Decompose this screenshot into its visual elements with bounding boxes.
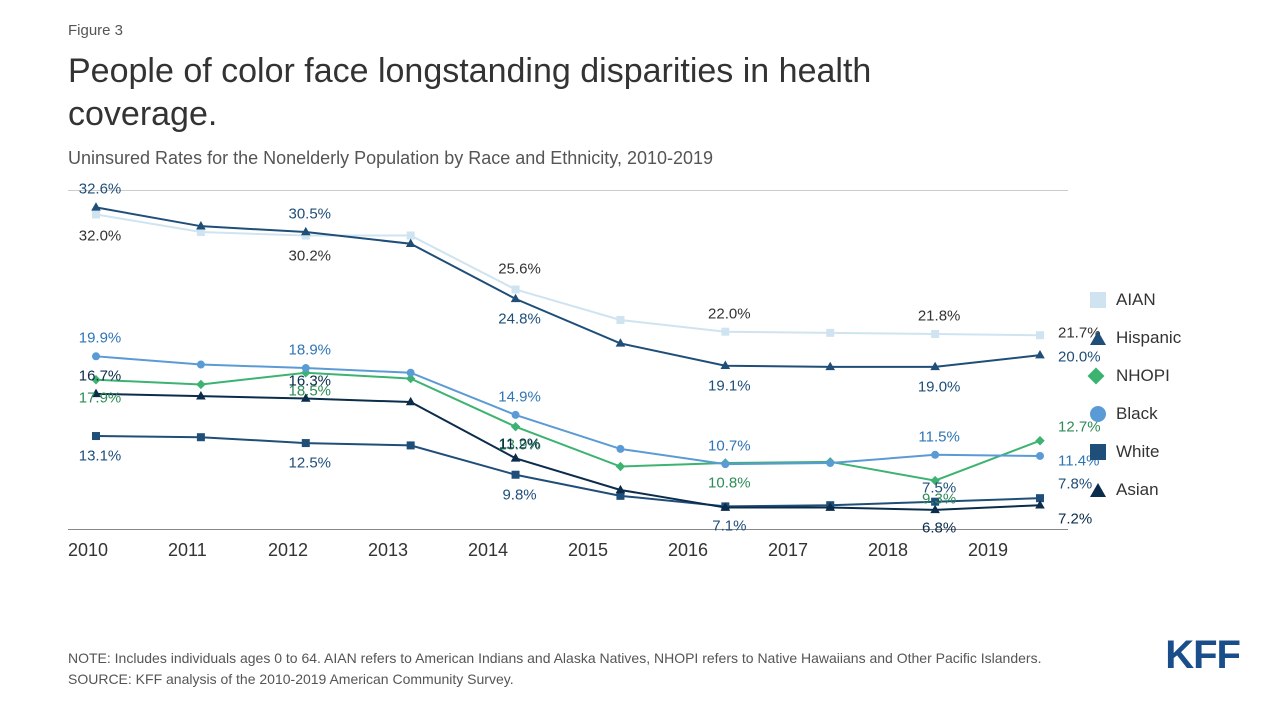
x-tick: 2012: [268, 540, 368, 561]
data-label: 6.8%: [922, 519, 956, 536]
data-label: 32.6%: [79, 181, 122, 198]
data-label: 10.7%: [708, 438, 751, 455]
nhopi-marker-icon: [1088, 368, 1105, 385]
legend-label: Asian: [1116, 480, 1159, 500]
chart-container: 32.0%30.2%25.6%22.0%21.8%21.7%32.6%30.5%…: [68, 190, 1068, 570]
x-tick: 2017: [768, 540, 868, 561]
data-label: 16.7%: [79, 367, 122, 384]
x-tick: 2014: [468, 540, 568, 561]
plot-area: 32.0%30.2%25.6%22.0%21.8%21.7%32.6%30.5%…: [68, 190, 1068, 530]
data-label: 7.1%: [712, 518, 746, 535]
data-label: 30.5%: [288, 206, 331, 223]
data-label: 30.2%: [288, 247, 331, 264]
x-tick: 2010: [68, 540, 168, 561]
legend-label: Hispanic: [1116, 328, 1181, 348]
plot-svg: [68, 191, 1068, 531]
data-label: 7.5%: [922, 479, 956, 496]
data-label: 9.8%: [502, 486, 536, 503]
asian-marker-icon: [1090, 483, 1106, 497]
kff-logo: KFF: [1165, 633, 1240, 678]
note-text: NOTE: Includes individuals ages 0 to 64.…: [68, 648, 1048, 669]
data-label: 19.0%: [918, 378, 961, 395]
legend-label: AIAN: [1116, 290, 1156, 310]
legend-item: NHOPI: [1090, 366, 1250, 386]
legend-item: Asian: [1090, 480, 1250, 500]
data-label: 13.1%: [79, 448, 122, 465]
white-marker-icon: [1090, 444, 1106, 460]
source-text: SOURCE: KFF analysis of the 2010-2019 Am…: [68, 669, 1048, 690]
x-tick: 2011: [168, 540, 268, 561]
legend-label: NHOPI: [1116, 366, 1170, 386]
data-label: 12.5%: [288, 455, 331, 472]
data-label: 7.2%: [1058, 511, 1092, 528]
x-axis: 2010201120122013201420152016201720182019: [68, 540, 1068, 561]
data-label: 10.8%: [708, 475, 751, 492]
x-tick: 2016: [668, 540, 768, 561]
x-tick: 2018: [868, 540, 968, 561]
data-label: 24.8%: [498, 310, 541, 327]
data-label: 19.9%: [79, 330, 122, 347]
chart-subtitle: Uninsured Rates for the Nonelderly Popul…: [68, 148, 713, 169]
black-marker-icon: [1090, 406, 1106, 422]
data-label: 22.0%: [708, 305, 751, 322]
aian-marker-icon: [1090, 292, 1106, 308]
data-label: 32.0%: [79, 228, 122, 245]
footer: NOTE: Includes individuals ages 0 to 64.…: [68, 648, 1048, 690]
figure-label: Figure 3: [68, 22, 123, 39]
legend-item: Black: [1090, 404, 1250, 424]
legend: AIAN Hispanic NHOPI Black White Asian: [1090, 290, 1250, 518]
data-label: 16.3%: [288, 372, 331, 389]
data-label: 11.5%: [918, 428, 959, 445]
data-label: 21.8%: [918, 308, 961, 325]
legend-item: Hispanic: [1090, 328, 1250, 348]
legend-label: Black: [1116, 404, 1158, 424]
hispanic-marker-icon: [1090, 331, 1106, 345]
data-label: 19.1%: [708, 377, 751, 394]
x-tick: 2015: [568, 540, 668, 561]
data-label: 14.9%: [498, 388, 541, 405]
data-label: 7.8%: [1058, 476, 1092, 493]
data-label: 18.9%: [288, 342, 331, 359]
legend-item: White: [1090, 442, 1250, 462]
legend-item: AIAN: [1090, 290, 1250, 310]
chart-title: People of color face longstanding dispar…: [68, 50, 968, 135]
data-label: 17.9%: [79, 389, 122, 406]
legend-label: White: [1116, 442, 1159, 462]
x-tick: 2013: [368, 540, 468, 561]
x-tick: 2019: [968, 540, 1068, 561]
data-label: 11.2%: [499, 436, 540, 453]
data-label: 25.6%: [498, 261, 541, 278]
